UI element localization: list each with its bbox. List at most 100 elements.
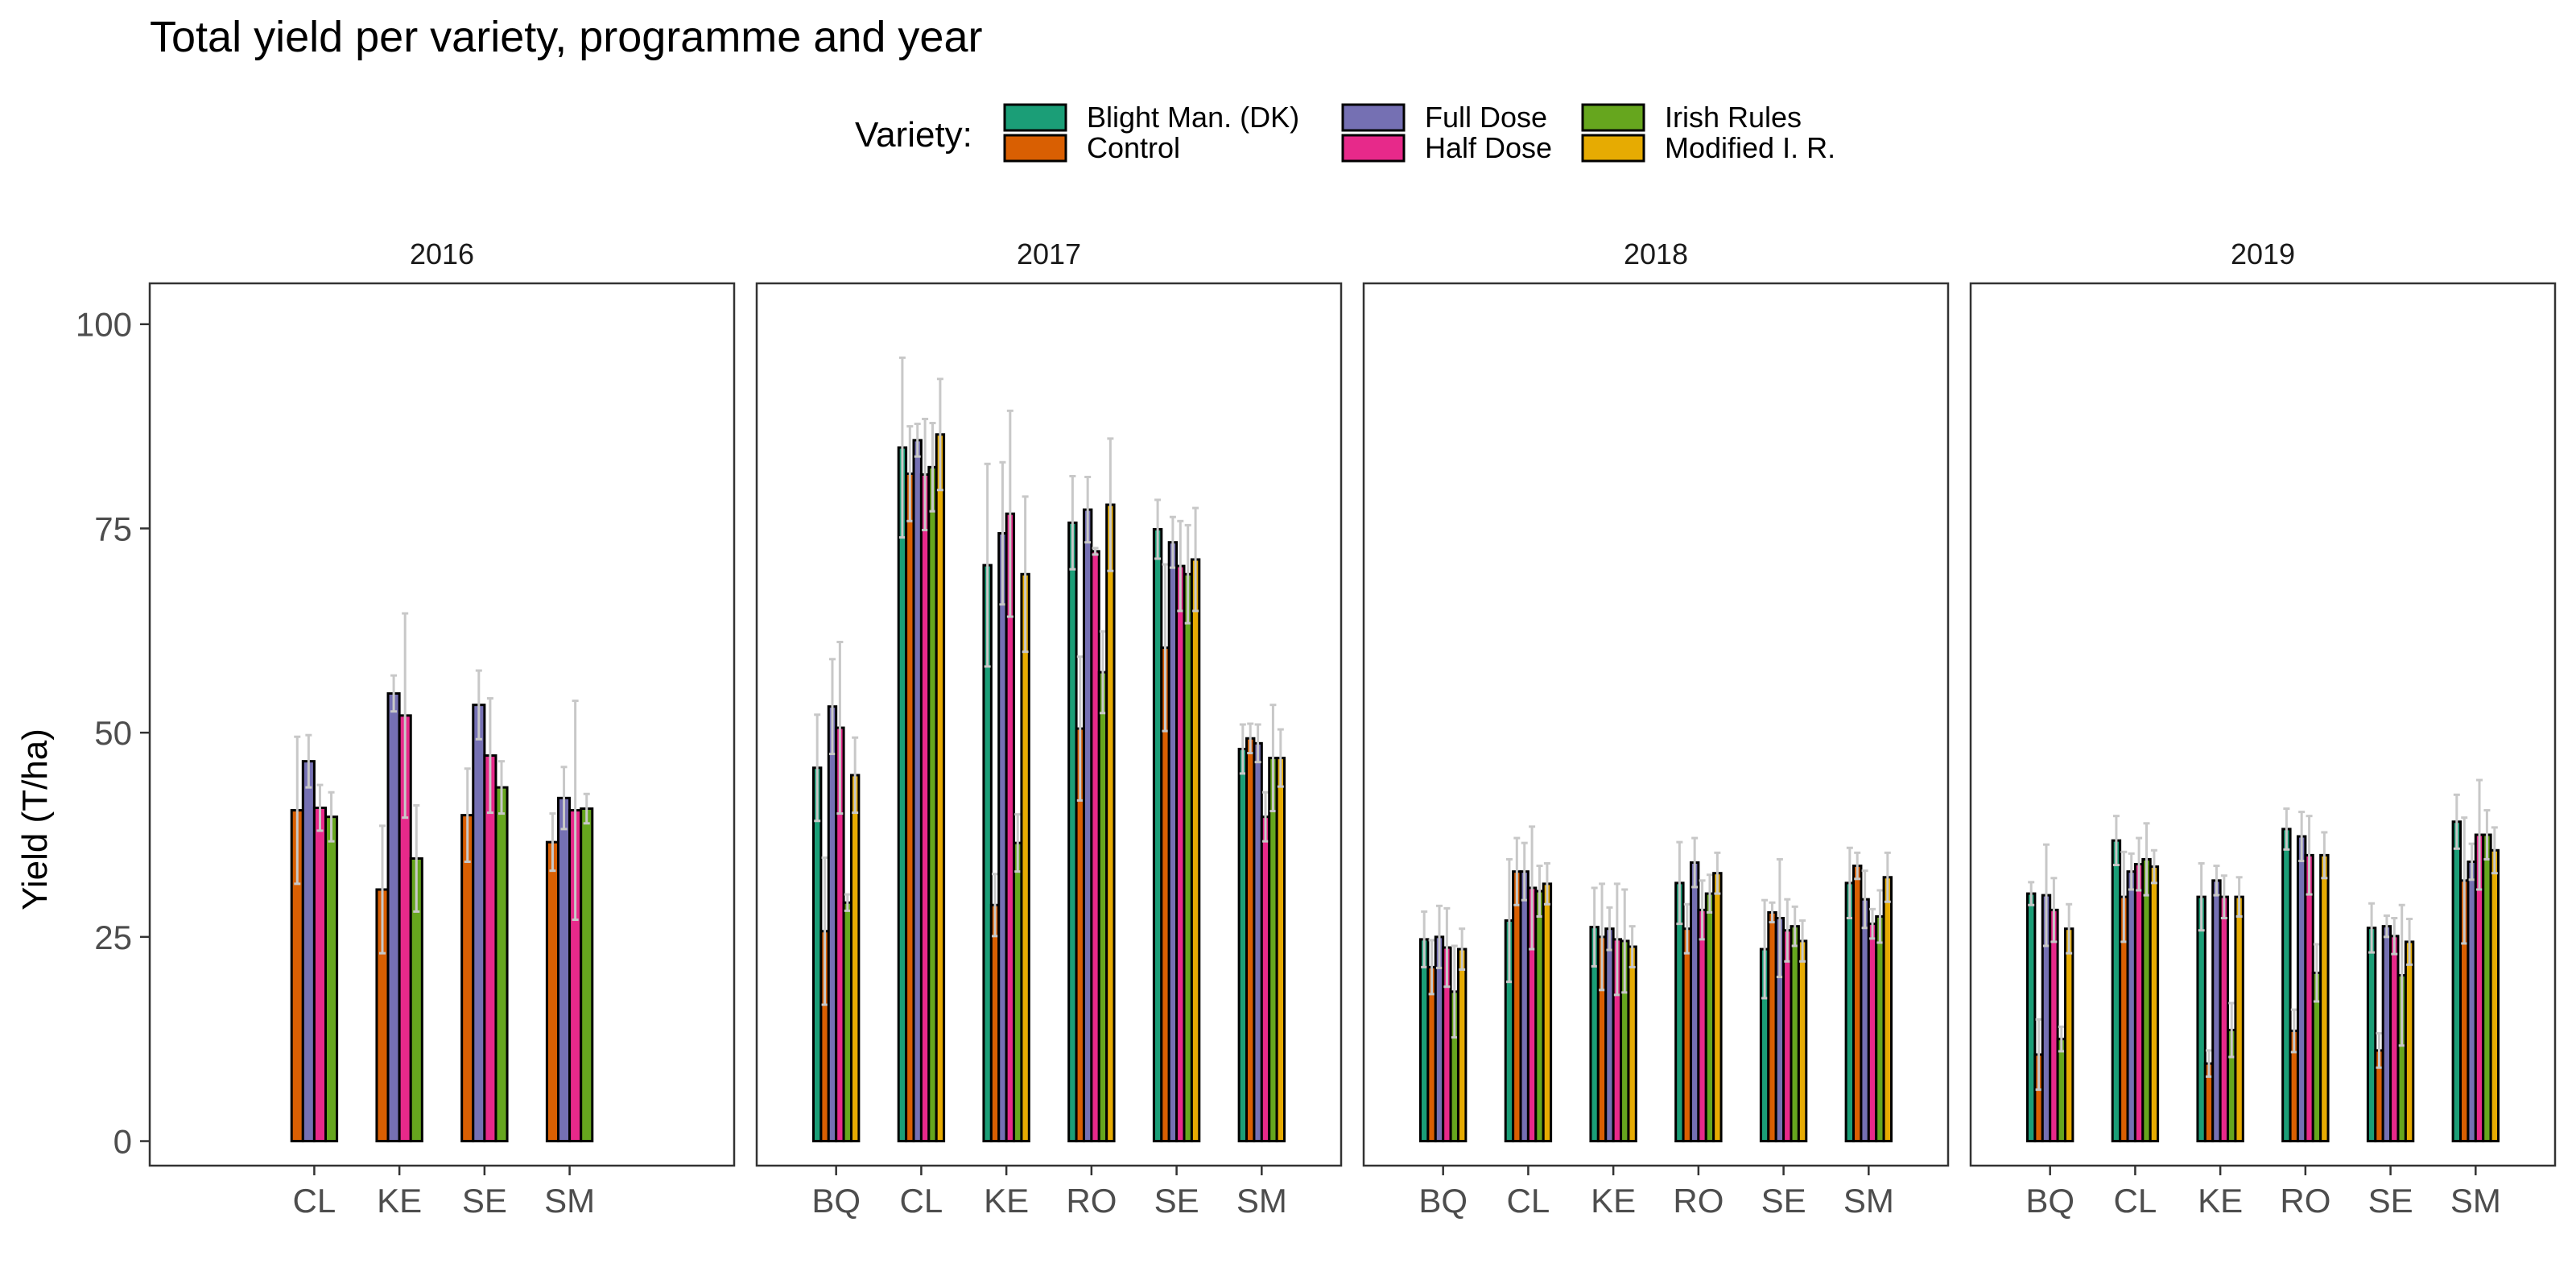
panel-border xyxy=(755,282,1343,1167)
bar xyxy=(460,814,475,1143)
bar xyxy=(2404,940,2415,1143)
bar xyxy=(2234,895,2244,1143)
legend-key xyxy=(1581,103,1645,132)
x-tick-label: SE xyxy=(1154,1182,1199,1220)
x-tick-label: KE xyxy=(377,1182,422,1220)
legend-label: Modified I. R. xyxy=(1665,131,1835,164)
x-tick-label: SE xyxy=(462,1182,507,1220)
x-tick-label: SM xyxy=(2450,1182,2501,1220)
panel-2017: 2017 BQ CL KE RO SE SM xyxy=(755,237,1343,1220)
bar-group-SE xyxy=(1759,857,1808,1143)
legend-label: Half Dose xyxy=(1425,131,1552,164)
x-tick-label: SM xyxy=(544,1182,595,1220)
bar-group-SE xyxy=(2366,902,2415,1143)
bar xyxy=(1190,558,1201,1143)
bar-group-SE xyxy=(460,669,509,1143)
bar xyxy=(1712,872,1723,1143)
legend-key xyxy=(1581,134,1645,163)
x-tick-label: SE xyxy=(2368,1182,2413,1220)
bar-group-KE xyxy=(375,612,423,1143)
legend-label: Blight Man. (DK) xyxy=(1087,101,1299,134)
bar-group-BQ xyxy=(811,641,861,1143)
bar xyxy=(494,786,509,1143)
bar xyxy=(2319,853,2330,1143)
bar-group-KE xyxy=(2196,862,2244,1143)
bar-group-SM xyxy=(1844,846,1893,1143)
bar xyxy=(1275,757,1286,1143)
x-tick-label: SE xyxy=(1761,1182,1806,1220)
bar-group-RO xyxy=(1674,836,1723,1143)
bar xyxy=(1105,503,1116,1143)
legend-label: Irish Rules xyxy=(1665,101,1802,134)
panels: 2016 CL KE SE SM 2017 BQ CL KE RO SE SM 2018 BQ CL KE RO… xyxy=(148,237,2557,1220)
legend-label: Control xyxy=(1087,131,1180,164)
bar xyxy=(472,704,486,1143)
x-tick-label: RO xyxy=(1066,1182,1117,1220)
y-axis-label: Yield (T/ha) xyxy=(15,729,55,910)
bar xyxy=(849,774,861,1143)
bar xyxy=(301,760,316,1143)
x-tick-label: RO xyxy=(1673,1182,1724,1220)
bar-group-CL xyxy=(897,356,946,1143)
panel-2019: 2019 BQ CL KE RO SE SM xyxy=(1969,237,2557,1220)
panel-strip-label: 2019 xyxy=(2231,237,2295,270)
bar-group-SM xyxy=(1237,704,1286,1143)
bar xyxy=(556,796,572,1143)
x-tick-label: SM xyxy=(1843,1182,1894,1220)
x-tick-label: BQ xyxy=(2025,1182,2074,1220)
legend-key xyxy=(1341,103,1406,132)
bar xyxy=(2489,848,2500,1143)
y-tick-label: 75 xyxy=(94,510,132,547)
bar-group-KE xyxy=(1589,882,1637,1143)
x-tick-label: CL xyxy=(2114,1182,2157,1220)
bar xyxy=(1797,939,1808,1143)
x-tick-label: KE xyxy=(2198,1182,2243,1220)
legend-key xyxy=(1003,103,1067,132)
bar-group-RO xyxy=(2281,807,2330,1143)
x-tick-label: SM xyxy=(1236,1182,1287,1220)
y-tick-label: 100 xyxy=(76,306,132,344)
panel-2016: 2016 CL KE SE SM xyxy=(148,237,736,1220)
legend: Variety: Blight Man. (DK)Control Full Dos… xyxy=(855,101,1835,164)
bar-group-BQ xyxy=(2025,843,2074,1143)
y-tick-label: 0 xyxy=(114,1123,132,1161)
bar-group-CL xyxy=(2111,815,2160,1143)
bar xyxy=(312,807,328,1143)
bar xyxy=(1542,882,1553,1143)
legend-title: Variety: xyxy=(855,115,972,155)
bar xyxy=(324,815,339,1143)
x-tick-label: KE xyxy=(1591,1182,1636,1220)
bar xyxy=(386,691,401,1143)
bar xyxy=(580,807,594,1143)
bar-group-SM xyxy=(2451,778,2500,1143)
bar xyxy=(2149,865,2160,1143)
x-tick-label: CL xyxy=(900,1182,943,1220)
bar-group-CL xyxy=(1504,825,1553,1143)
bar-group-SM xyxy=(545,700,594,1143)
chart-title: Total yield per variety, programme and y… xyxy=(150,13,982,61)
legend-key xyxy=(1003,134,1067,163)
panel-strip-label: 2017 xyxy=(1017,237,1081,270)
x-tick-label: CL xyxy=(293,1182,336,1220)
legend-key xyxy=(1341,134,1406,163)
x-tick-label: BQ xyxy=(1418,1182,1468,1220)
bar xyxy=(1020,572,1030,1143)
panel-border xyxy=(1362,282,1950,1167)
bar xyxy=(1882,876,1893,1143)
legend-label: Full Dose xyxy=(1425,101,1547,134)
y-tick-label: 50 xyxy=(94,714,132,752)
x-tick-label: CL xyxy=(1507,1182,1550,1220)
bar-group-CL xyxy=(290,733,339,1143)
bar xyxy=(935,433,946,1143)
bar-group-BQ xyxy=(1418,904,1468,1143)
bar-group-KE xyxy=(982,409,1030,1143)
bar xyxy=(2063,927,2074,1143)
x-tick-label: KE xyxy=(984,1182,1029,1220)
bar xyxy=(1456,947,1468,1143)
panel-border xyxy=(148,282,736,1167)
y-tick-label: 25 xyxy=(94,919,132,956)
bar xyxy=(545,840,559,1143)
panel-strip-label: 2018 xyxy=(1624,237,1688,270)
bar-group-SE xyxy=(1152,498,1201,1143)
